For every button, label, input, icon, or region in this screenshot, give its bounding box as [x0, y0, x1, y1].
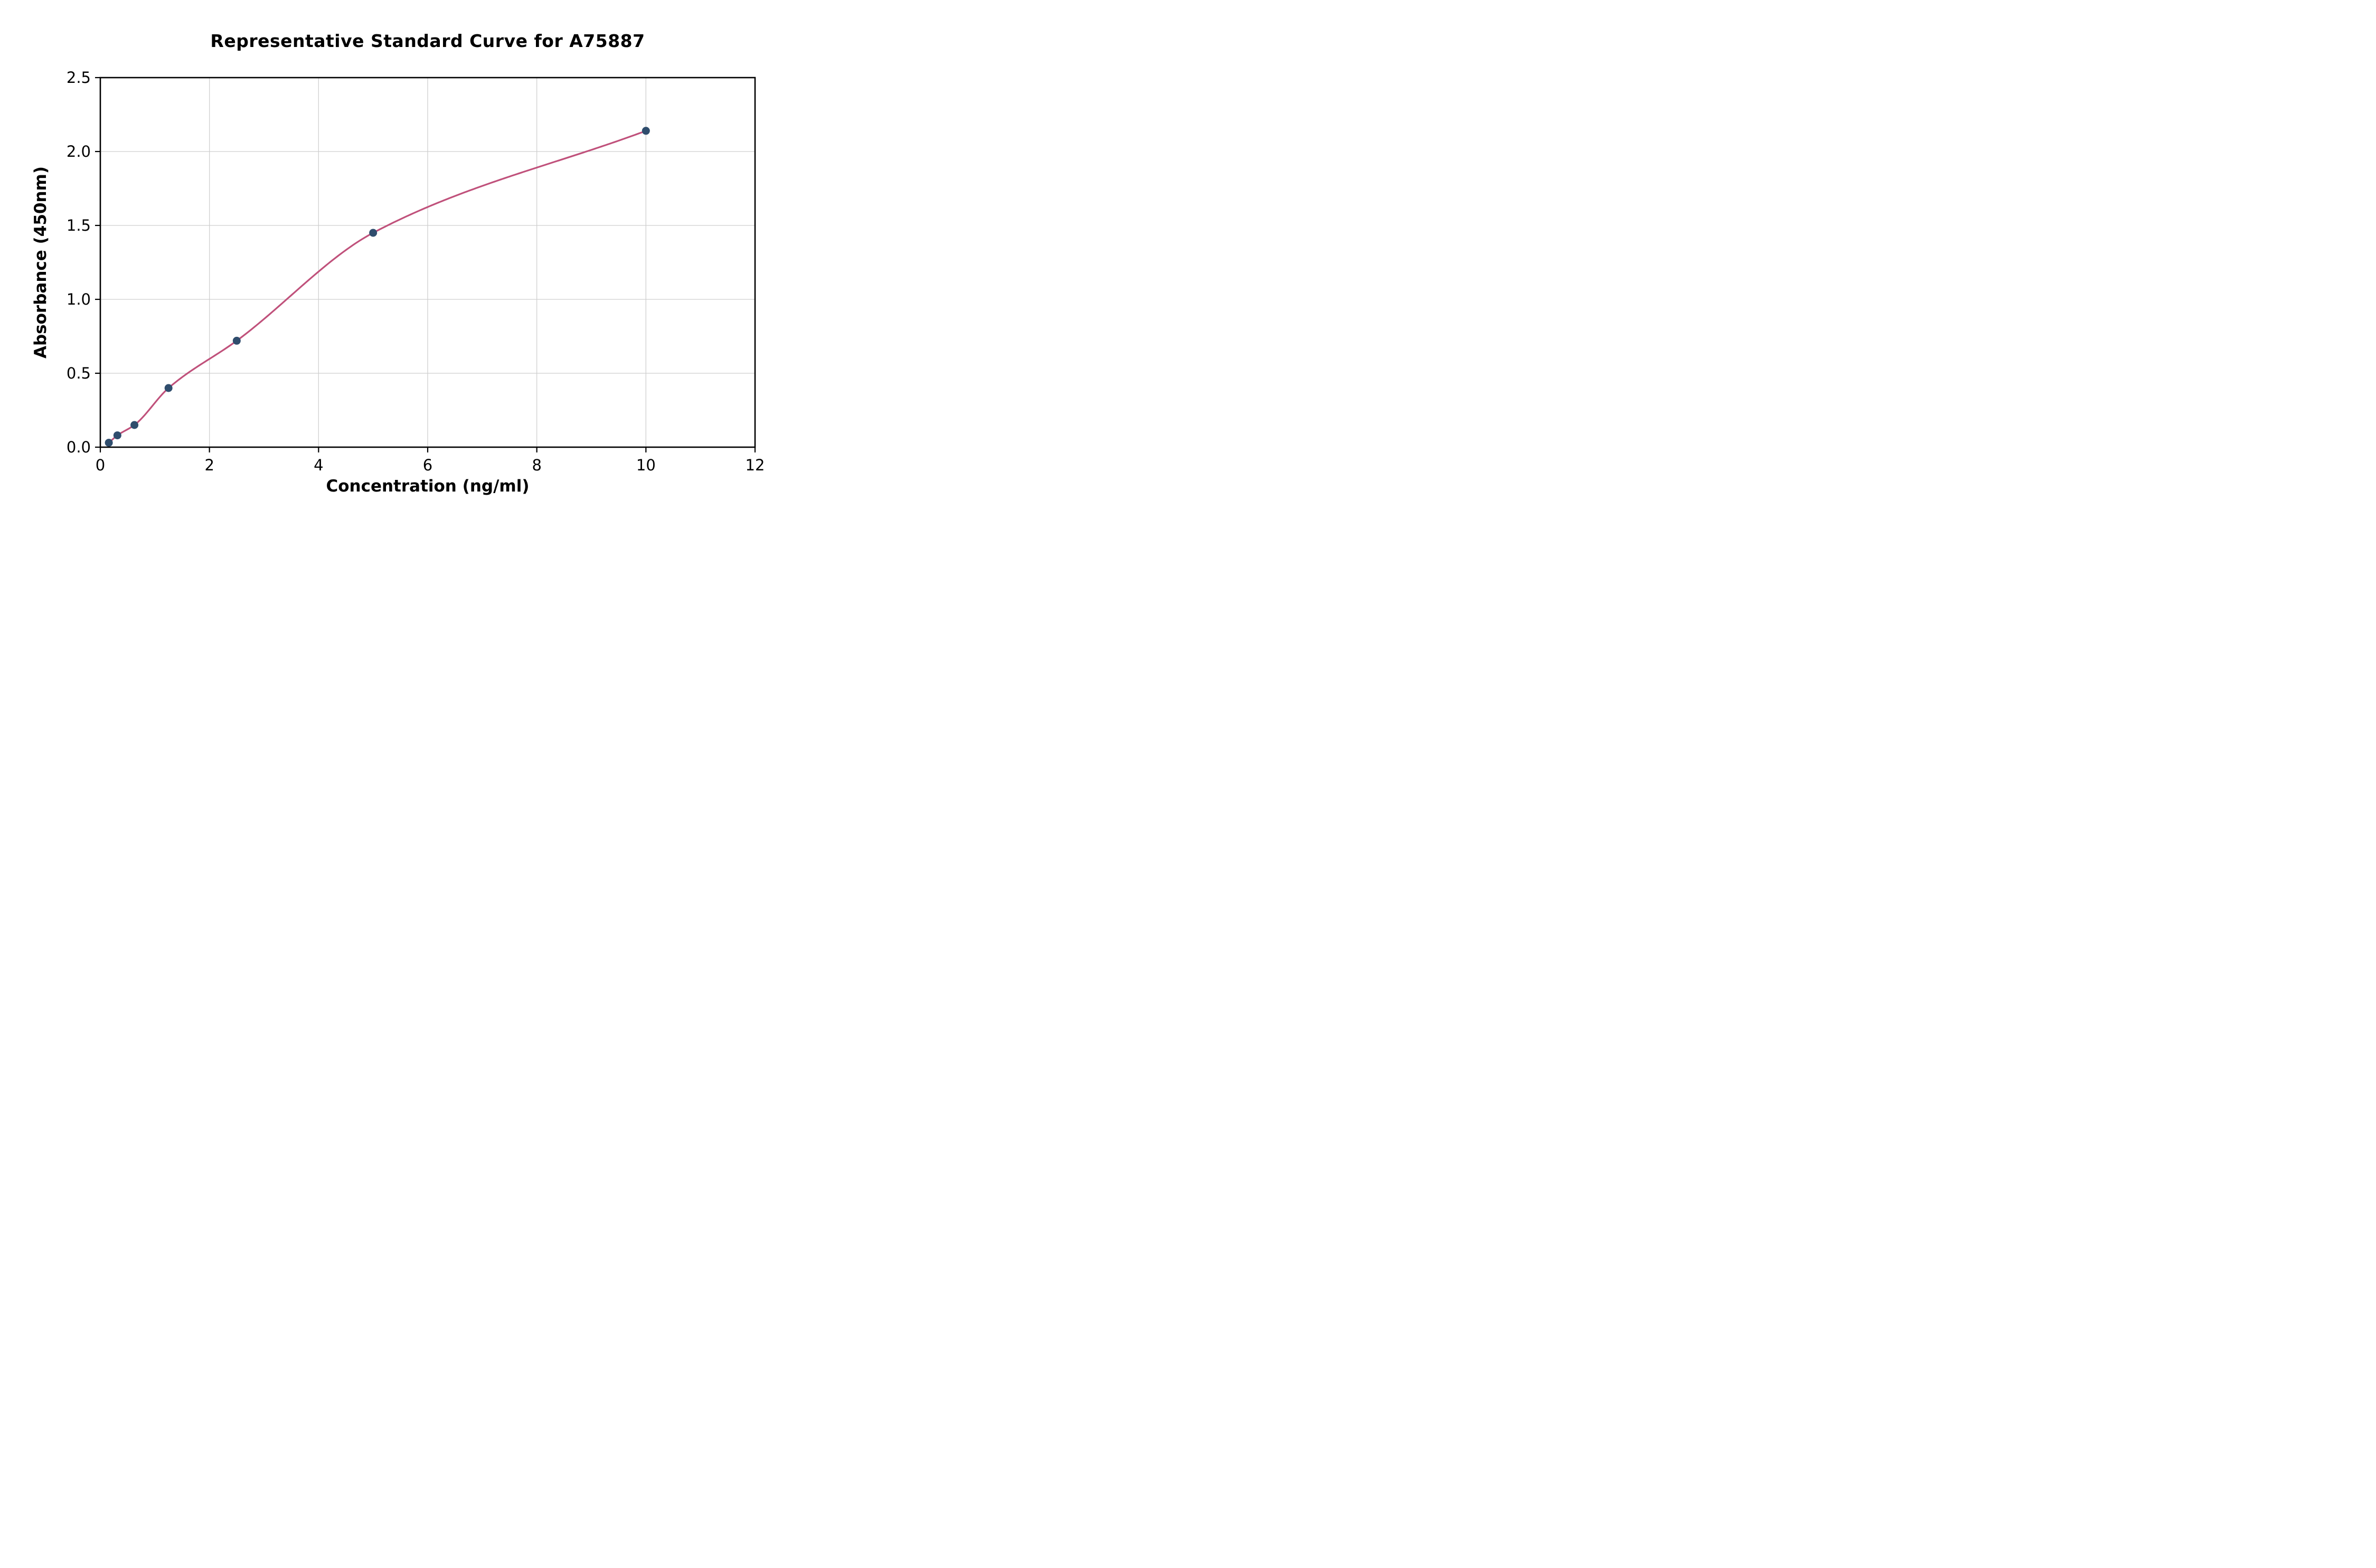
data-point	[130, 421, 139, 429]
data-point	[113, 431, 121, 440]
data-point	[369, 229, 378, 237]
x-tick-label: 6	[423, 456, 432, 474]
data-point	[642, 127, 650, 135]
fit-curve	[108, 130, 647, 444]
x-tick-label: 10	[636, 456, 656, 474]
x-tick-label: 12	[746, 456, 765, 474]
y-tick-label: 1.5	[67, 216, 91, 234]
y-tick-label: 0.5	[67, 364, 91, 382]
x-tick-label: 8	[532, 456, 541, 474]
chart-title: Representative Standard Curve for A75887	[210, 31, 645, 51]
y-tick-label: 0.0	[67, 438, 91, 456]
y-tick-label: 2.5	[67, 69, 91, 87]
data-point	[164, 384, 173, 392]
plot-area: 0 2 4 6 8 10 12 0.0 0.5 1.0 1.5 2.0 2.5	[67, 69, 765, 474]
data-point	[105, 439, 113, 447]
data-point	[232, 336, 241, 345]
x-axis-label: Concentration (ng/ml)	[326, 477, 530, 496]
y-tick-label: 2.0	[67, 143, 91, 160]
x-tick-label: 4	[314, 456, 323, 474]
x-tick-label: 0	[96, 456, 105, 474]
standard-curve-figure: Representative Standard Curve for A75887…	[0, 0, 792, 523]
x-tick-label: 2	[204, 456, 214, 474]
y-tick-label: 1.0	[67, 290, 91, 308]
